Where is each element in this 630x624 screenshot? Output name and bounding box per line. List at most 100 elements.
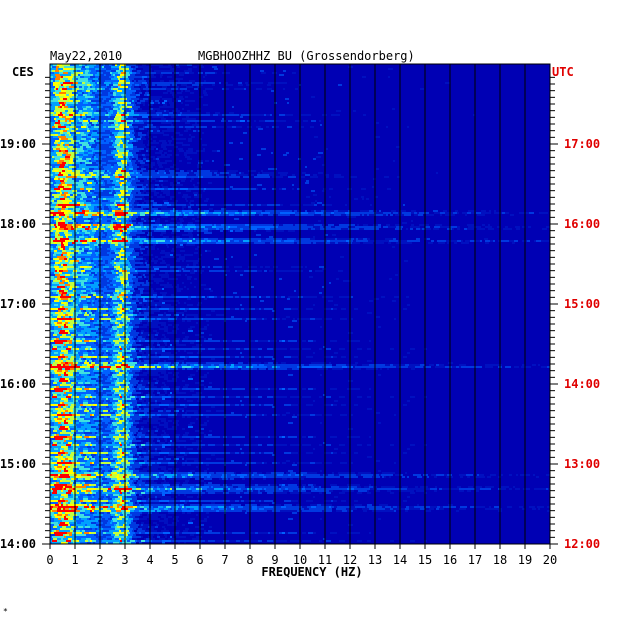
heat-cell (155, 64, 159, 66)
heat-cell (52, 192, 57, 194)
heat-cell (124, 100, 129, 102)
heat-cell (178, 148, 183, 150)
heat-cell (115, 152, 118, 154)
heat-cell (126, 150, 129, 152)
heat-cell (179, 160, 182, 162)
heat-cell (185, 212, 189, 214)
heat-cell (58, 114, 63, 116)
heat-cell (105, 264, 107, 266)
heat-cell (259, 120, 262, 122)
heat-cell (70, 180, 74, 182)
heat-cell (147, 66, 151, 68)
heat-cell (176, 270, 179, 272)
heat-cell (113, 100, 118, 102)
heat-cell (242, 210, 245, 212)
heat-cell (183, 216, 187, 218)
heat-cell (137, 124, 142, 126)
heat-cell (217, 150, 220, 152)
heat-cell (129, 114, 134, 116)
heat-cell (105, 170, 107, 172)
heat-cell (88, 224, 91, 226)
heat-cell (113, 166, 117, 168)
heat-cell (150, 64, 155, 66)
heat-cell (136, 96, 140, 98)
heat-cell (176, 260, 180, 262)
heat-cell (52, 220, 54, 222)
heat-cell (117, 240, 119, 242)
heat-cell (133, 260, 135, 262)
heat-cell (300, 212, 302, 214)
heat-cell (65, 118, 70, 120)
heat-cell (59, 266, 63, 268)
heat-cell (316, 224, 319, 226)
heat-cell (92, 274, 94, 276)
heat-cell (53, 256, 57, 258)
heat-cell (226, 240, 230, 242)
heat-cell (158, 170, 163, 172)
heat-cell (222, 72, 225, 74)
heat-cell (127, 270, 130, 272)
heat-cell (164, 140, 166, 142)
heat-cell (198, 212, 200, 214)
heat-cell (296, 238, 300, 240)
heat-cell (116, 250, 120, 252)
heat-cell (69, 190, 72, 192)
heat-cell (113, 198, 116, 200)
heat-cell (112, 168, 114, 170)
heat-cell (113, 86, 118, 88)
heat-cell (135, 120, 139, 122)
heat-cell (136, 176, 138, 178)
heat-cell (160, 228, 165, 230)
heat-cell (118, 214, 120, 216)
heat-cell (279, 278, 282, 280)
heat-cell (50, 240, 53, 242)
heat-cell (129, 150, 131, 152)
heat-cell (130, 130, 134, 132)
heat-cell (66, 126, 70, 128)
heat-cell (66, 188, 71, 190)
heat-cell (90, 130, 93, 132)
heat-cell (55, 268, 58, 270)
heat-cell (85, 192, 90, 194)
heat-cell (190, 188, 193, 190)
heat-cell (130, 232, 134, 234)
heat-cell (95, 120, 98, 122)
heat-cell (67, 254, 70, 256)
heat-cell (209, 270, 214, 272)
heat-cell (443, 242, 445, 244)
heat-cell (55, 260, 59, 262)
heat-cell (80, 266, 84, 268)
heat-cell (75, 224, 79, 226)
heat-cell (132, 204, 134, 206)
heat-cell (197, 86, 201, 88)
heat-cell (140, 118, 143, 120)
heat-cell (199, 96, 203, 98)
heat-cell (127, 238, 132, 240)
heat-cell (71, 120, 74, 122)
heat-cell (122, 242, 125, 244)
heat-cell (245, 204, 248, 206)
heat-cell (227, 266, 229, 268)
heat-cell (187, 278, 191, 280)
heat-cell (70, 70, 73, 72)
heat-cell (67, 272, 72, 274)
heat-cell (105, 260, 108, 262)
heat-cell (103, 160, 108, 162)
heat-cell (56, 240, 59, 242)
heat-cell (225, 114, 230, 116)
heat-cell (62, 106, 64, 108)
heat-cell (122, 200, 125, 202)
heat-cell (205, 120, 210, 122)
heat-cell (154, 128, 159, 130)
heat-cell (90, 226, 92, 228)
heat-cell (155, 96, 157, 98)
heat-cell (112, 182, 114, 184)
heat-cell (80, 198, 83, 200)
heat-cell (106, 276, 111, 278)
heat-cell (336, 174, 341, 176)
heat-cell (90, 242, 94, 244)
heat-cell (137, 112, 140, 114)
heat-cell (100, 222, 105, 224)
heat-cell (184, 214, 188, 216)
heat-cell (221, 120, 226, 122)
